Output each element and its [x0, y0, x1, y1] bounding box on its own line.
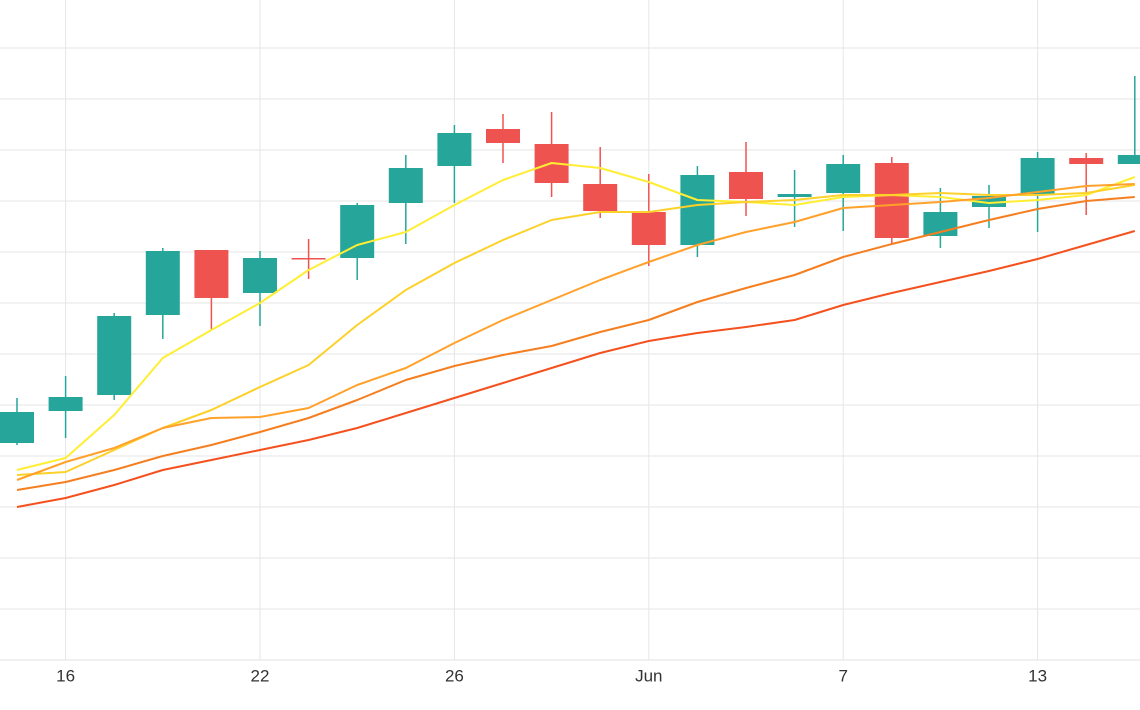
candle-body [0, 412, 34, 443]
candle-body [243, 258, 277, 293]
candle-body [437, 133, 472, 166]
candle-body [340, 205, 375, 258]
candle-body [631, 212, 666, 245]
candle-body [777, 194, 812, 197]
candle-body [291, 258, 326, 260]
candle-body [583, 184, 618, 211]
moving-average-line [16, 183, 1135, 481]
x-tick-label: Jun [635, 666, 662, 685]
candle-body [826, 164, 861, 193]
x-tick-label: 26 [445, 666, 464, 685]
candle-body [1020, 158, 1055, 194]
candle-body [145, 251, 180, 315]
x-tick-label: 22 [251, 666, 270, 685]
candle-body [97, 316, 132, 395]
candle-body [194, 250, 229, 298]
x-tick-label: 13 [1028, 666, 1047, 685]
moving-average-line [16, 184, 1135, 476]
moving-average-line [16, 162, 1136, 471]
candle-body [1117, 155, 1140, 164]
moving-average-line [16, 230, 1136, 508]
x-tick-label: 16 [56, 666, 75, 685]
candle-body [729, 172, 763, 199]
candle-body [874, 163, 909, 238]
candle-body [972, 196, 1006, 207]
candle-body [48, 397, 83, 411]
candle-body [680, 175, 715, 245]
x-tick-label: 7 [838, 666, 847, 685]
candle-body [1069, 158, 1104, 164]
candle-body [388, 168, 423, 203]
moving-average-line [16, 196, 1135, 491]
candle-body [486, 129, 520, 143]
